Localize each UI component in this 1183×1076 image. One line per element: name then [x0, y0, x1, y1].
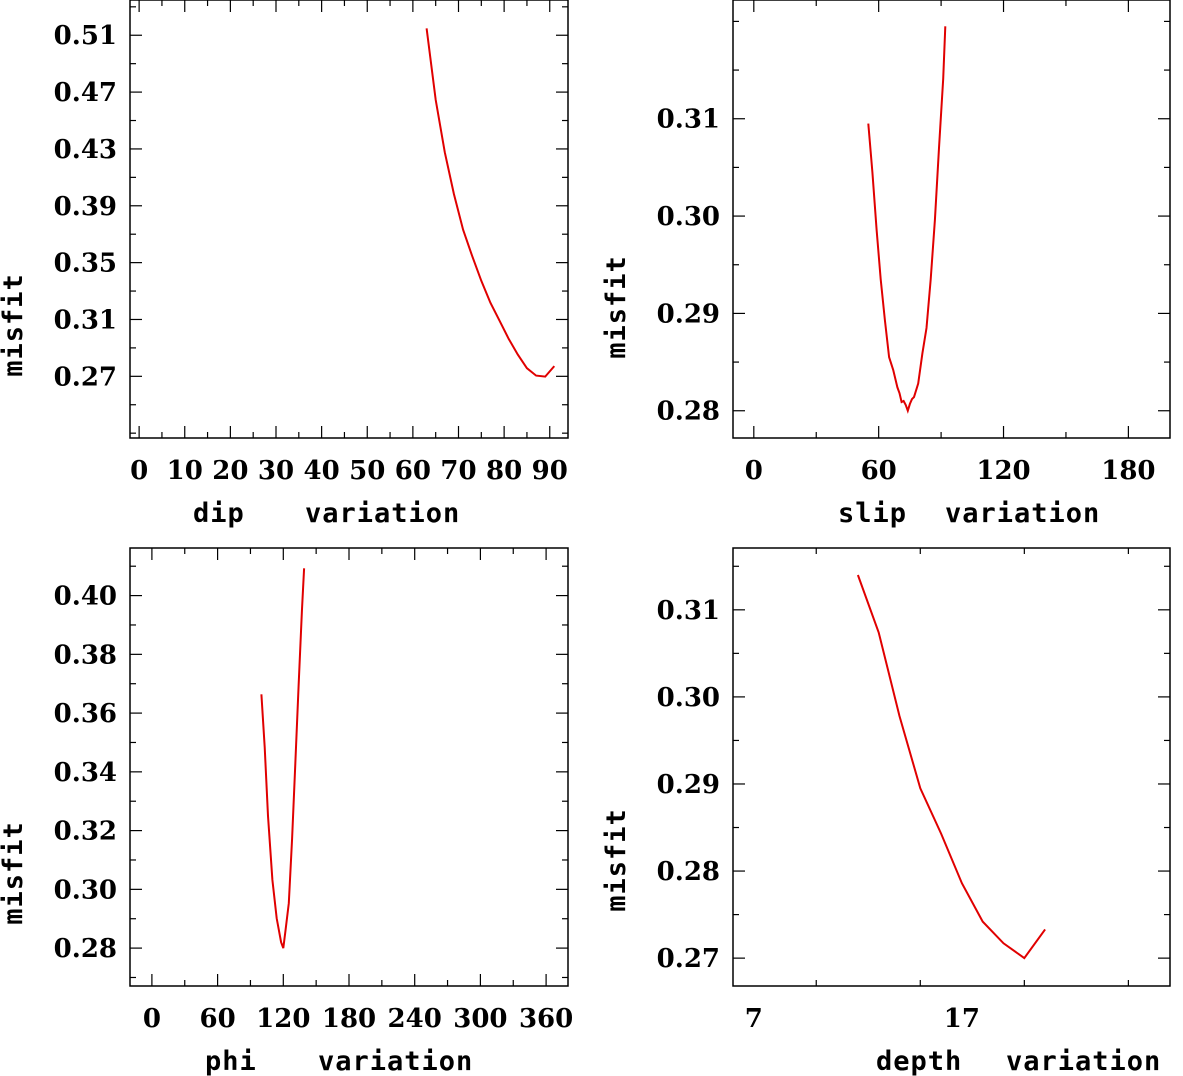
phi-x-tick-label: 180	[322, 1004, 376, 1034]
phi-x-tick-label: 240	[388, 1004, 442, 1034]
dip-y-tick-label: 0.51	[54, 21, 117, 51]
phi-x-tick-label: 360	[519, 1004, 573, 1034]
dip-x-tick-label: 30	[258, 456, 294, 486]
slip-x-axis-label: slip	[838, 498, 907, 529]
dip-y-tick-label: 0.35	[54, 249, 117, 279]
slip-y-tick-label: 0.31	[657, 105, 720, 135]
phi-plot-frame	[129, 547, 569, 987]
phi-y-tick-label: 0.36	[54, 699, 117, 729]
dip-y-tick-label: 0.27	[54, 362, 117, 392]
phi-y-tick-label: 0.30	[54, 875, 117, 905]
phi-y-tick-label: 0.32	[54, 817, 117, 847]
dip-x-tick-label: 60	[395, 456, 431, 486]
dip-x-axis-label-variation: variation	[305, 498, 460, 529]
slip-y-tick-label: 0.30	[657, 202, 720, 232]
dip-y-tick-label: 0.43	[54, 135, 117, 165]
depth-variation-panel: 7 17 0.27 0.28 0.29 0.30 0.31 depth variation mis…	[601, 547, 1171, 1076]
slip-x-tick-label: 120	[976, 456, 1030, 486]
phi-x-tick-label: 60	[200, 1004, 236, 1034]
slip-plot-frame	[732, 0, 1171, 439]
dip-x-tick-label: 90	[532, 456, 568, 486]
slip-x-tick-label: 60	[861, 456, 897, 486]
phi-y-tick-label: 0.38	[54, 640, 117, 670]
dip-x-tick-label: 10	[167, 456, 203, 486]
slip-y-tick-label: 0.29	[657, 299, 720, 329]
dip-x-tick-label: 40	[304, 456, 340, 486]
dip-y-axis-label: misfit	[0, 273, 29, 377]
dip-x-tick-label: 20	[212, 456, 248, 486]
phi-y-tick-label: 0.34	[54, 758, 117, 788]
dip-plot-frame	[129, 0, 569, 439]
slip-y-tick-label: 0.28	[657, 397, 720, 427]
slip-x-tick-label: 0	[745, 456, 763, 486]
phi-x-axis-label: phi	[205, 1046, 257, 1076]
dip-y-tick-label: 0.39	[54, 192, 117, 222]
depth-y-tick-label: 0.27	[657, 944, 720, 974]
dip-y-tick-label: 0.31	[54, 305, 117, 335]
depth-misfit-curve	[856, 574, 1046, 960]
slip-misfit-curve	[867, 26, 947, 414]
phi-variation-panel: 0 60 120 180 240 300 360 0.28 0.30 0.32 0.34 0.36 0.…	[0, 547, 573, 1076]
phi-misfit-curve	[260, 568, 306, 949]
depth-y-tick-label: 0.30	[657, 683, 720, 713]
phi-y-tick-label: 0.28	[54, 934, 117, 964]
depth-y-tick-label: 0.28	[657, 857, 720, 887]
slip-y-axis-label: misfit	[601, 255, 632, 359]
depth-x-axis-label: depth	[876, 1046, 962, 1076]
depth-x-axis-label-variation: variation	[1006, 1046, 1161, 1076]
dip-x-axis-label: dip	[193, 498, 245, 529]
depth-x-tick-label: 7	[745, 1004, 763, 1034]
phi-y-tick-label: 0.40	[54, 582, 117, 612]
phi-y-axis-label: misfit	[0, 821, 29, 925]
dip-x-tick-label: 70	[440, 456, 476, 486]
dip-y-tick-label: 0.47	[54, 78, 117, 108]
slip-x-tick-label: 180	[1101, 456, 1155, 486]
phi-x-tick-label: 0	[143, 1004, 161, 1034]
dip-misfit-curve	[425, 28, 556, 378]
phi-x-axis-label-variation: variation	[318, 1046, 473, 1076]
phi-x-tick-label: 120	[256, 1004, 310, 1034]
dip-variation-panel: 0 10 20 30 40 50 60 70 80 90 0.27 0.31 0.35 0.39 0.43 0…	[0, 0, 569, 529]
dip-x-tick-label: 80	[486, 456, 522, 486]
phi-x-tick-label: 300	[453, 1004, 507, 1034]
dip-x-tick-label: 0	[130, 456, 148, 486]
slip-x-axis-label-variation: variation	[945, 498, 1100, 529]
depth-x-tick-label: 17	[944, 1004, 980, 1034]
depth-y-axis-label: misfit	[601, 808, 632, 912]
dip-x-tick-label: 50	[349, 456, 385, 486]
depth-plot-frame	[732, 547, 1171, 987]
depth-y-tick-label: 0.31	[657, 596, 720, 626]
depth-y-tick-label: 0.29	[657, 770, 720, 800]
slip-variation-panel: 0 60 120 180 0.28 0.29 0.30 0.31 slip variation mi…	[601, 0, 1171, 529]
